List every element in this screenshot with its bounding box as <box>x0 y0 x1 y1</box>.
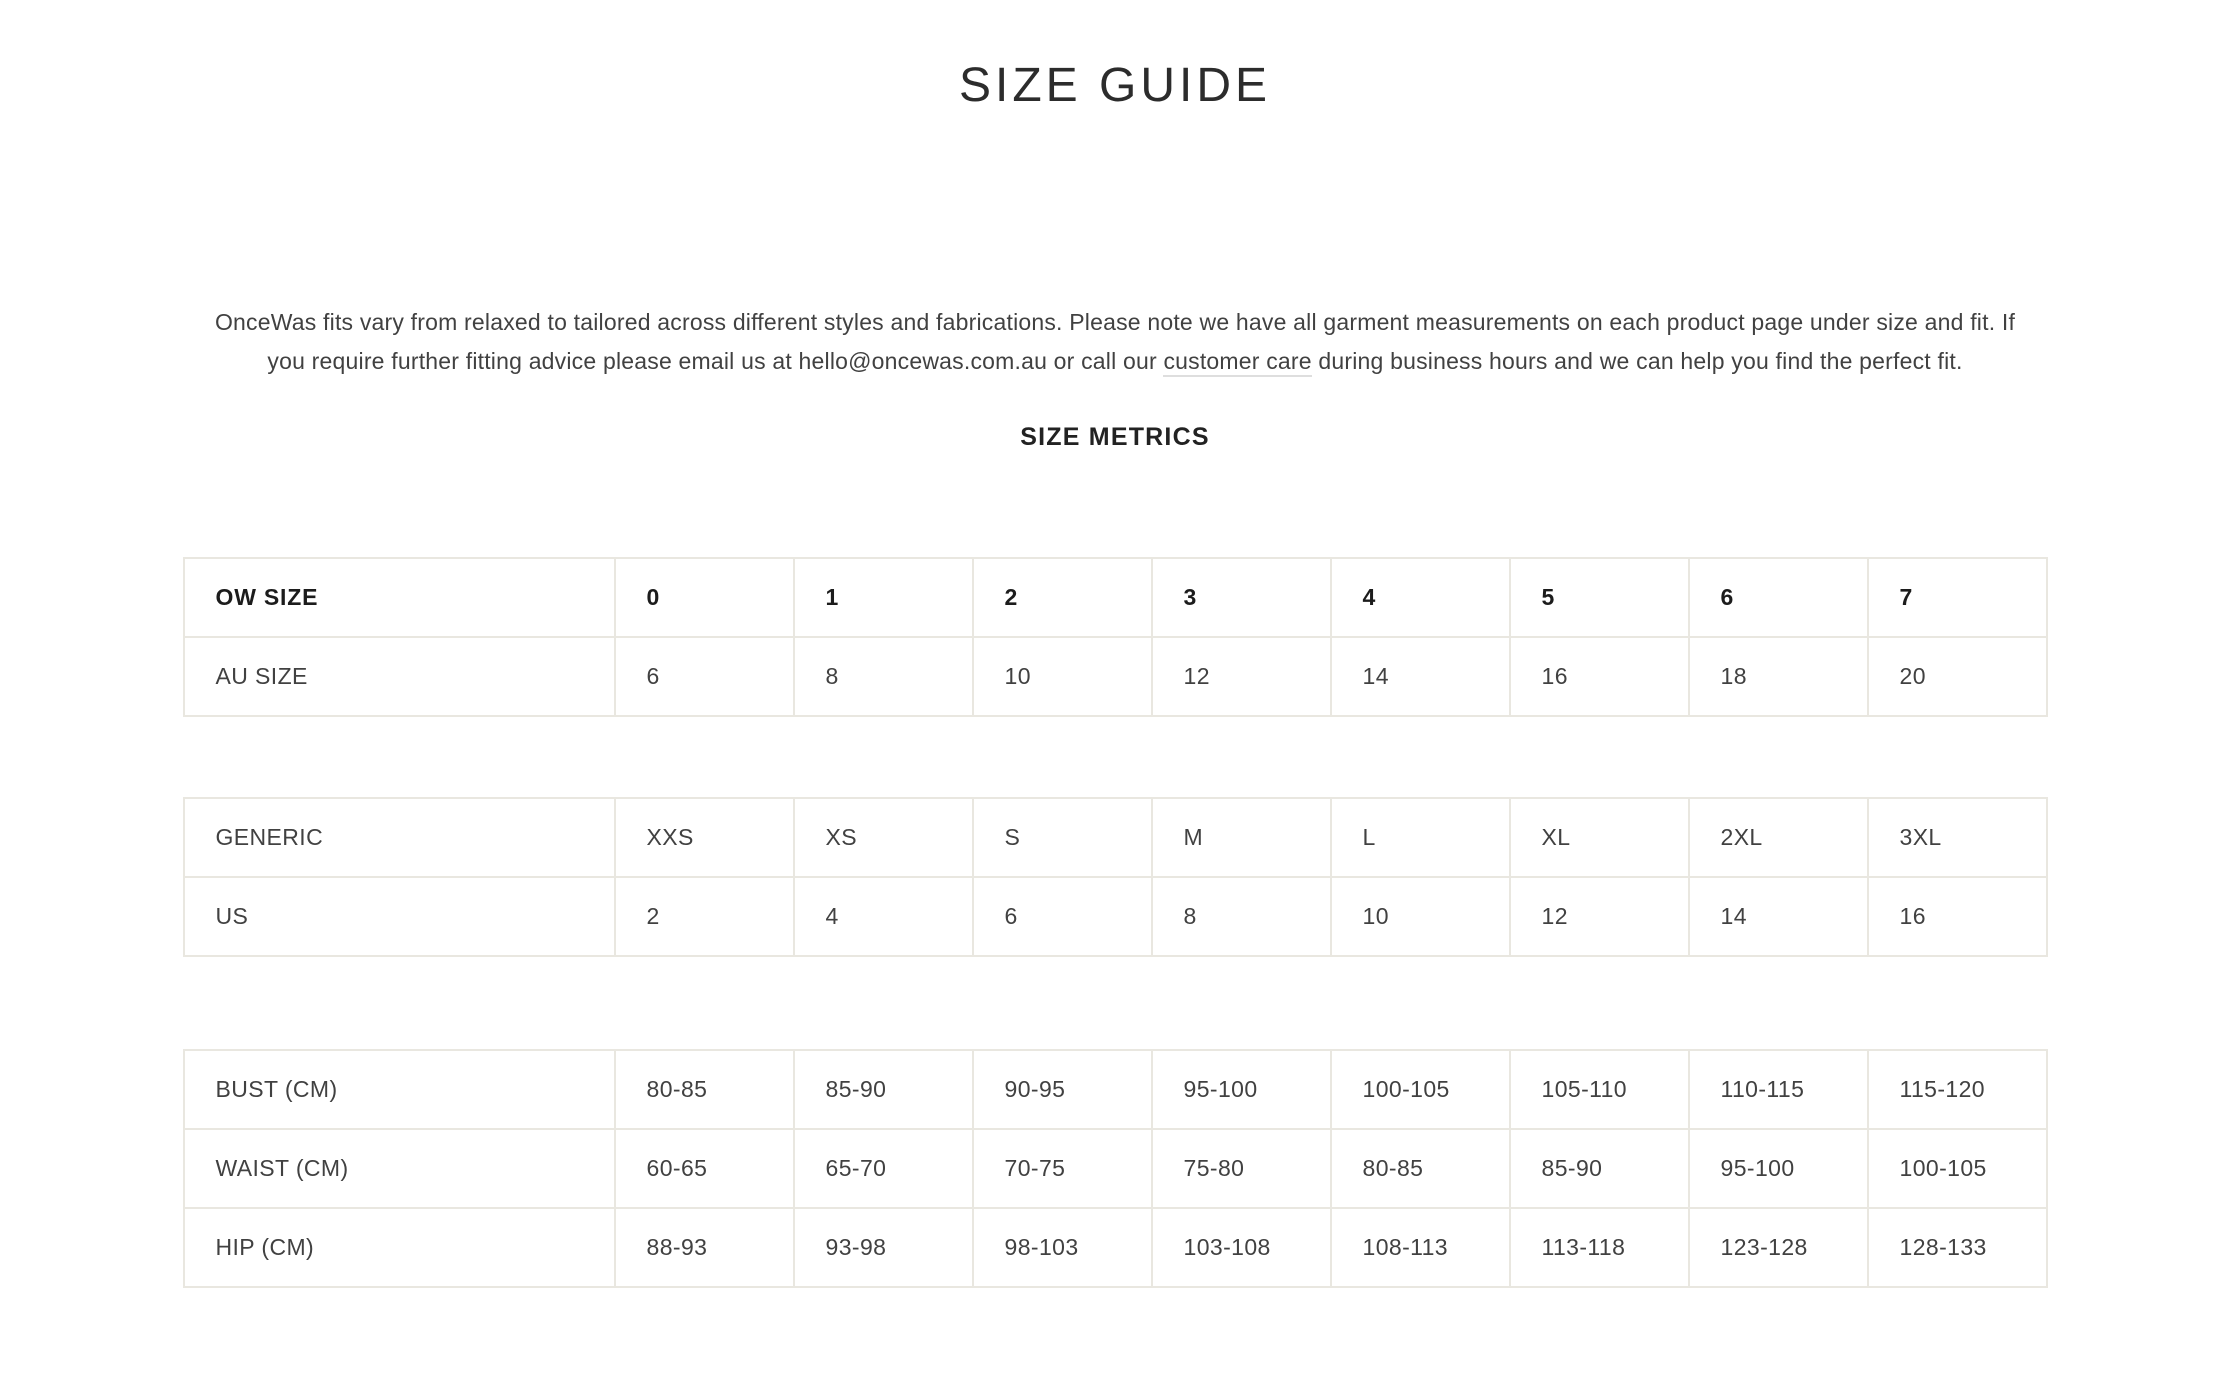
body-measurements-table: BUST (CM) 80-85 85-90 90-95 95-100 100-1… <box>182 1049 2048 1288</box>
row-label-generic: GENERIC <box>182 797 616 878</box>
table-cell: 3 <box>1150 557 1332 638</box>
table-row: AU SIZE 6 8 10 12 14 16 18 20 <box>182 636 2048 717</box>
table-cell: 90-95 <box>971 1049 1153 1130</box>
table-cell: 8 <box>1150 876 1332 957</box>
row-label-bust: BUST (CM) <box>182 1049 616 1130</box>
size-metrics-heading: SIZE METRICS <box>1020 423 1210 451</box>
table-cell: 10 <box>971 636 1153 717</box>
customer-care-link[interactable]: customer care <box>1163 348 1312 377</box>
size-tables-container: OW SIZE 0 1 2 3 4 5 6 7 AU SIZE 6 8 10 1… <box>182 557 2048 1288</box>
table-cell: 95-100 <box>1687 1128 1869 1209</box>
table-cell: XXS <box>613 797 795 878</box>
table-cell: 88-93 <box>613 1207 795 1288</box>
table-row: WAIST (CM) 60-65 65-70 70-75 75-80 80-85… <box>182 1128 2048 1209</box>
intro-text-after-link: during business hours and we can help yo… <box>1311 348 1963 374</box>
table-cell: 93-98 <box>792 1207 974 1288</box>
table-row: US 2 4 6 8 10 12 14 16 <box>182 876 2048 957</box>
table-row: OW SIZE 0 1 2 3 4 5 6 7 <box>182 557 2048 638</box>
table-cell: 6 <box>613 636 795 717</box>
table-cell: XL <box>1508 797 1690 878</box>
table-cell: 108-113 <box>1329 1207 1511 1288</box>
table-cell: 113-118 <box>1508 1207 1690 1288</box>
table-cell: 2XL <box>1687 797 1869 878</box>
table-cell: XS <box>792 797 974 878</box>
table-cell: 12 <box>1150 636 1332 717</box>
table-cell: 20 <box>1866 636 2048 717</box>
table-cell: 85-90 <box>1508 1128 1690 1209</box>
row-label-us: US <box>182 876 616 957</box>
table-cell: 70-75 <box>971 1128 1153 1209</box>
table-row: HIP (CM) 88-93 93-98 98-103 103-108 108-… <box>182 1207 2048 1288</box>
table-cell: 65-70 <box>792 1128 974 1209</box>
table-cell: 10 <box>1329 876 1511 957</box>
table-cell: 8 <box>792 636 974 717</box>
table-row: GENERIC XXS XS S M L XL 2XL 3XL <box>182 797 2048 878</box>
table-cell: 100-105 <box>1866 1128 2048 1209</box>
table-cell: 105-110 <box>1508 1049 1690 1130</box>
table-cell: 60-65 <box>613 1128 795 1209</box>
table-cell: 0 <box>613 557 795 638</box>
intro-text-before-link: OnceWas fits vary from relaxed to tailor… <box>214 309 2016 374</box>
table-cell: 12 <box>1508 876 1690 957</box>
table-cell: 3XL <box>1866 797 2048 878</box>
table-cell: 80-85 <box>1329 1128 1511 1209</box>
intro-paragraph: OnceWas fits vary from relaxed to tailor… <box>210 303 2020 381</box>
table-cell: 16 <box>1508 636 1690 717</box>
table-cell: 103-108 <box>1150 1207 1332 1288</box>
table-cell: 100-105 <box>1329 1049 1511 1130</box>
table-cell: 5 <box>1508 557 1690 638</box>
table-cell: 7 <box>1866 557 2048 638</box>
table-cell: 128-133 <box>1866 1207 2048 1288</box>
page-title: SIZE GUIDE <box>958 59 1272 112</box>
table-cell: 14 <box>1329 636 1511 717</box>
table-cell: 4 <box>792 876 974 957</box>
table-cell: 75-80 <box>1150 1128 1332 1209</box>
table-cell: 2 <box>971 557 1153 638</box>
table-cell: L <box>1329 797 1511 878</box>
table-cell: 18 <box>1687 636 1869 717</box>
size-guide-page: SIZE GUIDE OnceWas fits vary from relaxe… <box>0 58 2230 1386</box>
row-label-waist: WAIST (CM) <box>182 1128 616 1209</box>
table-cell: 14 <box>1687 876 1869 957</box>
table-cell: M <box>1150 797 1332 878</box>
row-label-ow-size: OW SIZE <box>182 557 616 638</box>
table-cell: 2 <box>613 876 795 957</box>
table-cell: 4 <box>1329 557 1511 638</box>
table-cell: 115-120 <box>1866 1049 2048 1130</box>
table-row: BUST (CM) 80-85 85-90 90-95 95-100 100-1… <box>182 1049 2048 1130</box>
table-cell: 98-103 <box>971 1207 1153 1288</box>
table-cell: 110-115 <box>1687 1049 1869 1130</box>
table-cell: 95-100 <box>1150 1049 1332 1130</box>
generic-us-size-table: GENERIC XXS XS S M L XL 2XL 3XL US 2 4 6… <box>182 797 2048 957</box>
table-cell: S <box>971 797 1153 878</box>
table-cell: 16 <box>1866 876 2048 957</box>
table-cell: 80-85 <box>613 1049 795 1130</box>
table-cell: 85-90 <box>792 1049 974 1130</box>
table-cell: 6 <box>1687 557 1869 638</box>
ow-au-size-table: OW SIZE 0 1 2 3 4 5 6 7 AU SIZE 6 8 10 1… <box>182 557 2048 717</box>
row-label-au-size: AU SIZE <box>182 636 616 717</box>
table-cell: 6 <box>971 876 1153 957</box>
row-label-hip: HIP (CM) <box>182 1207 616 1288</box>
table-cell: 1 <box>792 557 974 638</box>
table-cell: 123-128 <box>1687 1207 1869 1288</box>
